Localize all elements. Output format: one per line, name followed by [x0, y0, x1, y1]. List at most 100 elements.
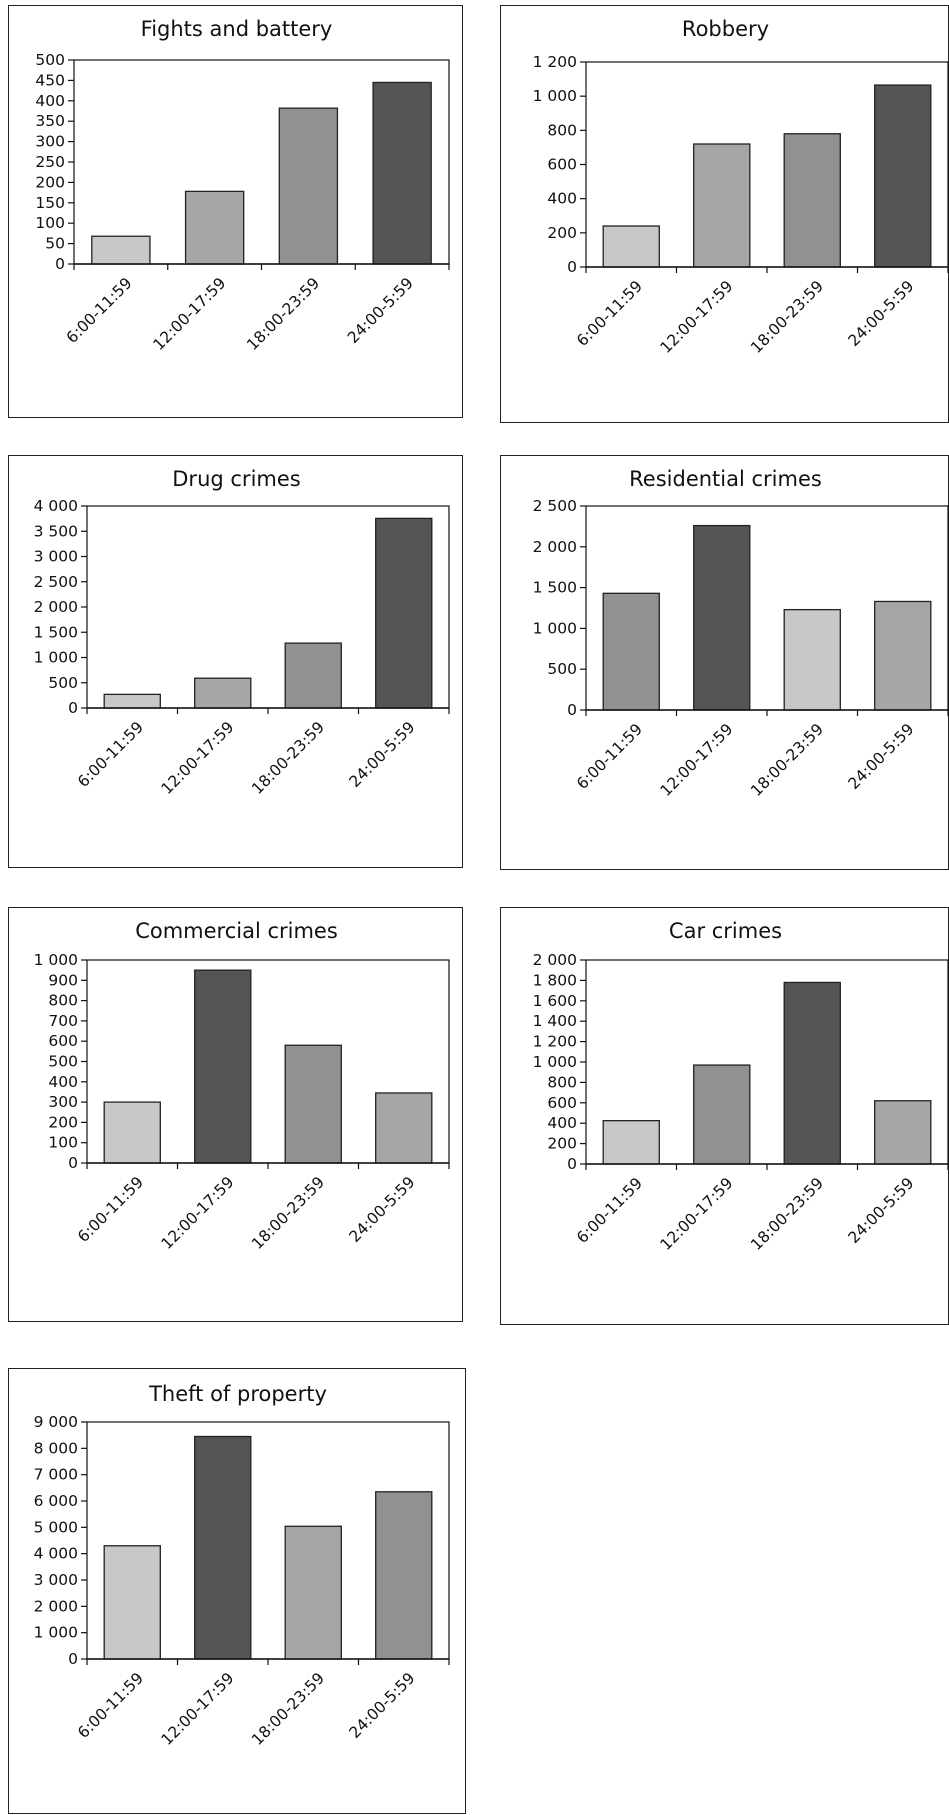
y-tick-label: 100: [35, 214, 65, 232]
x-tick-label: 24:00-5:59: [346, 718, 419, 791]
y-tick-label: 600: [547, 1094, 577, 1112]
chart-panel-theft-of-property: Theft of property 0 1 000 2 000 3 000 4 000 5 …: [8, 1368, 466, 1814]
y-tick-label: 2 000: [34, 598, 78, 616]
y-tick-label: 200: [547, 1135, 577, 1153]
x-tick-label: 24:00-5:59: [845, 1174, 918, 1247]
bar: [603, 593, 659, 710]
chart-theft-of-property: Theft of property 0 1 000 2 000 3 000 4 000 5 …: [9, 1369, 467, 1815]
bar: [104, 694, 160, 708]
y-tick-label: 9 000: [34, 1413, 78, 1431]
y-tick-label: 2 500: [533, 497, 577, 515]
bar: [603, 1121, 659, 1164]
x-tick-label: 6:00-11:59: [74, 718, 147, 791]
y-tick-label: 1 400: [533, 1012, 577, 1030]
x-tick-label: 6:00-11:59: [74, 1669, 147, 1742]
x-tick-label: 24:00-5:59: [845, 720, 918, 793]
bar: [195, 970, 251, 1163]
bar: [279, 108, 337, 264]
chart-car-crimes: Car crimes 0 200 400 600 800 1 000 1 200 1 400 1 …: [501, 908, 949, 1326]
x-tick-label: 6:00-11:59: [573, 277, 646, 350]
x-tick-label: 6:00-11:59: [573, 1174, 646, 1247]
x-tick-label: 12:00-17:59: [158, 1669, 238, 1749]
y-tick-label: 200: [547, 224, 577, 242]
y-tick-label: 1 500: [533, 579, 577, 597]
bar: [285, 1526, 341, 1659]
bar: [376, 1093, 432, 1163]
x-tick-label: 12:00-17:59: [657, 277, 737, 357]
x-tick-label: 12:00-17:59: [158, 718, 238, 798]
y-tick-label: 700: [48, 1012, 78, 1030]
y-tick-label: 900: [48, 971, 78, 989]
x-tick-label: 18:00-23:59: [243, 274, 323, 354]
bar: [694, 144, 750, 267]
y-tick-label: 3 000: [34, 1571, 78, 1589]
bar: [195, 678, 251, 708]
chart-panel-drug-crimes: Drug crimes 0 500 1 000 1 500 2 000 2 500 3 000…: [8, 455, 463, 868]
y-tick-label: 450: [35, 71, 65, 89]
y-tick-label: 0: [567, 1155, 577, 1173]
bar: [373, 82, 431, 264]
y-tick-label: 6 000: [34, 1492, 78, 1510]
y-tick-label: 500: [48, 674, 78, 692]
x-tick-label: 24:00-5:59: [845, 277, 918, 350]
chart-title: Car crimes: [669, 919, 782, 943]
y-tick-label: 600: [547, 156, 577, 174]
chart-drug-crimes: Drug crimes 0 500 1 000 1 500 2 000 2 500 3 000…: [9, 456, 464, 869]
x-tick-label: 12:00-17:59: [150, 274, 230, 354]
chart-title: Drug crimes: [172, 467, 300, 491]
y-tick-label: 200: [48, 1113, 78, 1131]
y-tick-label: 2 000: [34, 1597, 78, 1615]
y-tick-label: 250: [35, 153, 65, 171]
y-tick-label: 400: [547, 1114, 577, 1132]
y-tick-label: 600: [48, 1032, 78, 1050]
y-tick-label: 1 000: [34, 649, 78, 667]
y-tick-label: 1 600: [533, 992, 577, 1010]
x-tick-label: 6:00-11:59: [573, 720, 646, 793]
y-tick-label: 3 500: [34, 522, 78, 540]
chart-commercial-crimes: Commercial crimes 0 100 200 300 400 500 600 700 8…: [9, 908, 464, 1323]
y-tick-label: 1 200: [533, 53, 577, 71]
bar: [603, 226, 659, 267]
bar: [784, 982, 840, 1164]
chart-robbery: Robbery 0 200 400 600 800 1 000 1 200 6:00-11:59…: [501, 6, 949, 424]
chart-panel-car-crimes: Car crimes 0 200 400 600 800 1 000 1 200 1 400 1 …: [500, 907, 949, 1325]
y-tick-label: 300: [48, 1093, 78, 1111]
bar: [376, 1492, 432, 1659]
x-tick-label: 6:00-11:59: [63, 274, 136, 347]
y-tick-label: 4 000: [34, 1545, 78, 1563]
y-tick-label: 1 200: [533, 1033, 577, 1051]
y-tick-label: 0: [567, 701, 577, 719]
chart-title: Robbery: [682, 17, 769, 41]
y-tick-label: 500: [35, 51, 65, 69]
y-tick-label: 300: [35, 133, 65, 151]
x-tick-label: 18:00-23:59: [747, 277, 827, 357]
bar: [784, 610, 840, 710]
y-tick-label: 1 000: [533, 1053, 577, 1071]
x-tick-label: 18:00-23:59: [248, 1669, 328, 1749]
x-tick-label: 12:00-17:59: [657, 720, 737, 800]
chart-residential-crimes: Residential crimes 0 500 1 000 1 500 2 000 2 5…: [501, 456, 949, 871]
chart-panel-robbery: Robbery 0 200 400 600 800 1 000 1 200 6:00-11:59…: [500, 5, 949, 423]
chart-panel-commercial-crimes: Commercial crimes 0 100 200 300 400 500 600 700 8…: [8, 907, 463, 1322]
bar: [875, 85, 931, 267]
bar: [92, 236, 150, 264]
x-tick-label: 18:00-23:59: [248, 1173, 328, 1253]
y-tick-label: 0: [68, 699, 78, 717]
y-tick-label: 0: [68, 1650, 78, 1668]
bar: [875, 601, 931, 710]
bar: [694, 526, 750, 710]
y-tick-label: 1 000: [533, 619, 577, 637]
bar: [195, 1436, 251, 1659]
y-tick-label: 2 500: [34, 573, 78, 591]
y-tick-label: 500: [547, 660, 577, 678]
y-tick-label: 500: [48, 1053, 78, 1071]
y-tick-label: 4 000: [34, 497, 78, 515]
bar: [694, 1065, 750, 1164]
y-tick-label: 0: [68, 1154, 78, 1172]
chart-panel-residential-crimes: Residential crimes 0 500 1 000 1 500 2 000 2 5…: [500, 455, 949, 870]
bar: [104, 1546, 160, 1659]
chart-title: Fights and battery: [141, 17, 333, 41]
y-tick-label: 1 000: [34, 951, 78, 969]
bar: [285, 1045, 341, 1163]
y-tick-label: 400: [35, 92, 65, 110]
